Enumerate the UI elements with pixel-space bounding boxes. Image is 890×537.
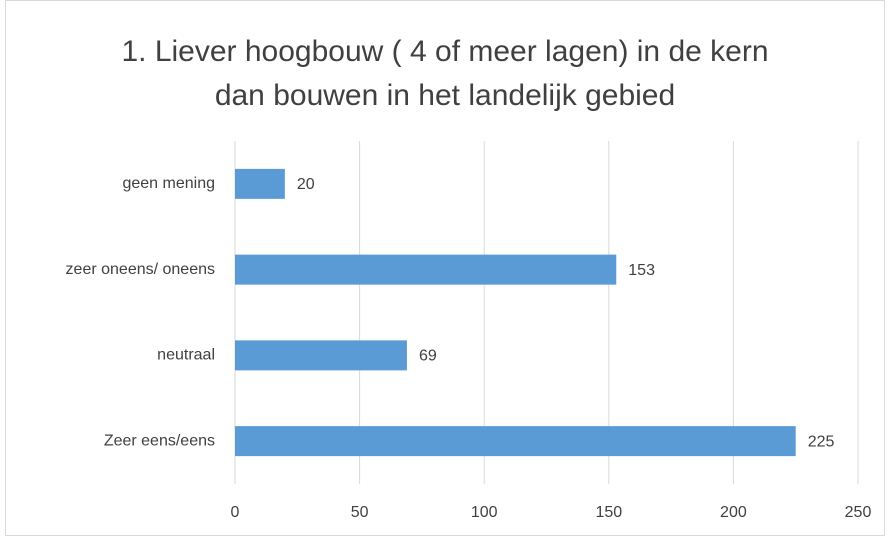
x-tick-label: 150: [595, 504, 622, 521]
value-label: 20: [297, 176, 315, 193]
bar: [235, 426, 796, 457]
x-tick-label: 0: [231, 504, 240, 521]
x-tick-label: 50: [351, 504, 369, 521]
y-tick-label: zeer oneens/ oneens: [66, 261, 215, 278]
x-tick-label: 100: [471, 504, 498, 521]
chart-border: [5, 0, 885, 536]
y-tick-label: neutraal: [157, 347, 215, 364]
value-label: 69: [419, 348, 437, 365]
bar: [235, 254, 617, 285]
y-tick-label: Zeer eens/eens: [104, 432, 215, 449]
value-label: 225: [808, 433, 835, 450]
x-tick-label: 200: [720, 504, 747, 521]
bar: [235, 340, 407, 371]
y-tick-label: geen mening: [122, 175, 215, 192]
value-label: 153: [628, 262, 655, 279]
chart-title: 1. Liever hoogbouw ( 4 of meer lagen) in…: [121, 35, 769, 112]
x-tick-label: 250: [845, 504, 872, 521]
bar: [235, 168, 285, 199]
